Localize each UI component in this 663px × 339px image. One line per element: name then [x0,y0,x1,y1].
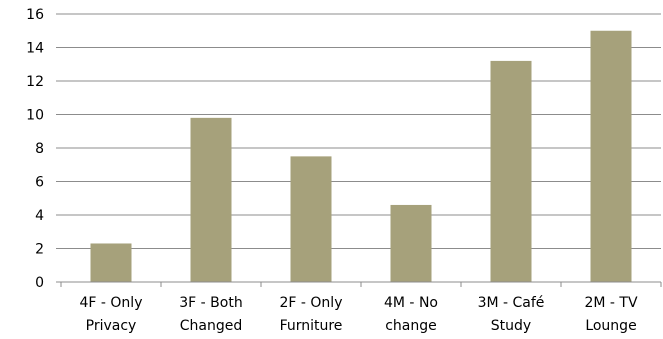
x-category-label: 4M - No [384,295,438,311]
x-category-label: Furniture [280,318,343,334]
x-category-label: Changed [180,318,243,334]
y-axis-tick-labels: 0 2 4 6 8 10 12 14 16 [26,7,61,291]
x-category-label: 4F - Only [80,295,143,311]
y-tick-label: 2 [35,242,44,258]
x-axis-category-labels: 4F - Only Privacy 3F - Both Changed 2F - Onl… [80,295,638,334]
x-category-label: change [385,318,437,334]
bar [290,156,332,282]
bars [90,30,632,283]
y-tick-label: 16 [26,7,44,23]
x-category-label: 3M - Café [478,295,545,311]
gridlines [61,13,661,249]
y-tick-label: 12 [26,74,44,90]
bar [490,60,532,283]
y-tick-label: 8 [35,141,44,157]
y-tick-label: 10 [26,108,44,124]
x-category-label: Study [491,318,531,334]
x-axis [60,281,662,287]
bar [390,204,432,282]
x-category-label: Lounge [585,318,636,334]
y-tick-label: 14 [26,41,44,57]
x-category-label: 3F - Both [179,295,242,311]
bar [190,117,232,282]
bar [90,243,132,282]
bar [590,30,632,282]
y-tick-label: 4 [35,208,44,224]
x-category-label: 2M - TV [584,295,637,311]
y-tick-label: 6 [35,175,44,191]
y-tick-label: 0 [35,275,44,291]
x-category-label: Privacy [86,318,137,334]
x-category-label: 2F - Only [280,295,343,311]
